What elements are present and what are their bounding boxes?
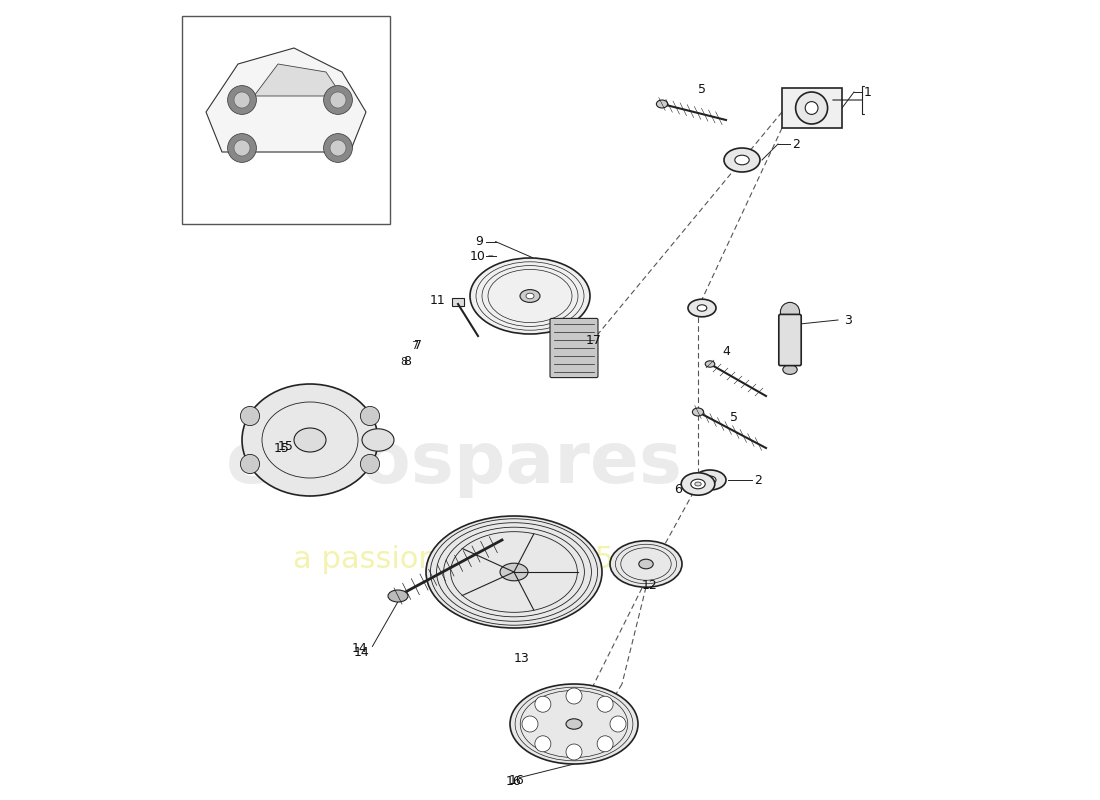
FancyBboxPatch shape <box>779 314 801 366</box>
Bar <box>782 88 842 128</box>
Circle shape <box>610 716 626 732</box>
Circle shape <box>234 92 250 108</box>
Text: 12: 12 <box>642 579 658 592</box>
Ellipse shape <box>735 155 749 165</box>
Ellipse shape <box>697 305 707 311</box>
Ellipse shape <box>362 429 394 451</box>
Circle shape <box>805 102 818 114</box>
Ellipse shape <box>688 299 716 317</box>
Text: 15: 15 <box>273 442 289 454</box>
Bar <box>452 298 464 306</box>
Circle shape <box>228 134 256 162</box>
Circle shape <box>522 716 538 732</box>
Ellipse shape <box>610 541 682 587</box>
Text: 2: 2 <box>792 138 801 150</box>
Ellipse shape <box>470 258 590 334</box>
Text: 8: 8 <box>400 357 408 366</box>
Circle shape <box>241 406 260 426</box>
Text: 1: 1 <box>864 86 871 98</box>
Text: 17: 17 <box>586 334 602 346</box>
Text: 5: 5 <box>730 411 738 424</box>
Ellipse shape <box>566 718 582 730</box>
Text: 8: 8 <box>404 355 411 368</box>
Ellipse shape <box>783 365 798 374</box>
Circle shape <box>780 302 800 322</box>
Ellipse shape <box>500 563 528 581</box>
Ellipse shape <box>526 293 534 299</box>
Circle shape <box>241 454 260 474</box>
Ellipse shape <box>694 470 726 490</box>
Bar <box>182 16 390 224</box>
Ellipse shape <box>657 100 668 108</box>
Text: 16: 16 <box>506 775 521 788</box>
Ellipse shape <box>681 473 715 495</box>
Ellipse shape <box>426 516 602 628</box>
Circle shape <box>597 736 613 752</box>
Ellipse shape <box>692 408 704 416</box>
Ellipse shape <box>388 590 408 602</box>
Circle shape <box>535 736 551 752</box>
Ellipse shape <box>242 384 378 496</box>
Ellipse shape <box>695 482 701 486</box>
Circle shape <box>566 744 582 760</box>
Text: eurospares: eurospares <box>226 430 682 498</box>
Text: 4: 4 <box>722 346 730 358</box>
FancyBboxPatch shape <box>550 318 598 378</box>
Text: 16: 16 <box>508 774 525 786</box>
Text: 13: 13 <box>514 652 530 665</box>
Text: 5: 5 <box>698 83 706 96</box>
Ellipse shape <box>510 684 638 764</box>
Ellipse shape <box>639 559 653 569</box>
Circle shape <box>361 454 379 474</box>
Text: a passion since 1985: a passion since 1985 <box>294 546 615 574</box>
Text: 6: 6 <box>674 483 682 496</box>
Text: 9: 9 <box>475 235 484 248</box>
Circle shape <box>323 134 352 162</box>
Ellipse shape <box>704 476 716 484</box>
Text: 7: 7 <box>414 339 422 352</box>
Circle shape <box>535 696 551 712</box>
Ellipse shape <box>705 361 715 367</box>
Ellipse shape <box>520 290 540 302</box>
Text: 10: 10 <box>470 250 486 262</box>
Circle shape <box>228 86 256 114</box>
Circle shape <box>330 92 346 108</box>
Ellipse shape <box>294 428 326 452</box>
Ellipse shape <box>691 479 705 489</box>
Text: 7: 7 <box>411 341 418 350</box>
Circle shape <box>795 92 827 124</box>
Circle shape <box>566 688 582 704</box>
Text: 3: 3 <box>844 314 851 326</box>
Text: 11: 11 <box>430 294 446 306</box>
Text: 15: 15 <box>278 440 294 453</box>
Text: 14: 14 <box>352 642 367 654</box>
Circle shape <box>597 696 613 712</box>
Ellipse shape <box>724 148 760 172</box>
Circle shape <box>361 406 379 426</box>
Text: 14: 14 <box>354 646 370 658</box>
Circle shape <box>330 140 346 156</box>
PathPatch shape <box>206 48 366 152</box>
PathPatch shape <box>254 64 342 96</box>
Text: 2: 2 <box>755 474 762 486</box>
Circle shape <box>323 86 352 114</box>
Circle shape <box>234 140 250 156</box>
